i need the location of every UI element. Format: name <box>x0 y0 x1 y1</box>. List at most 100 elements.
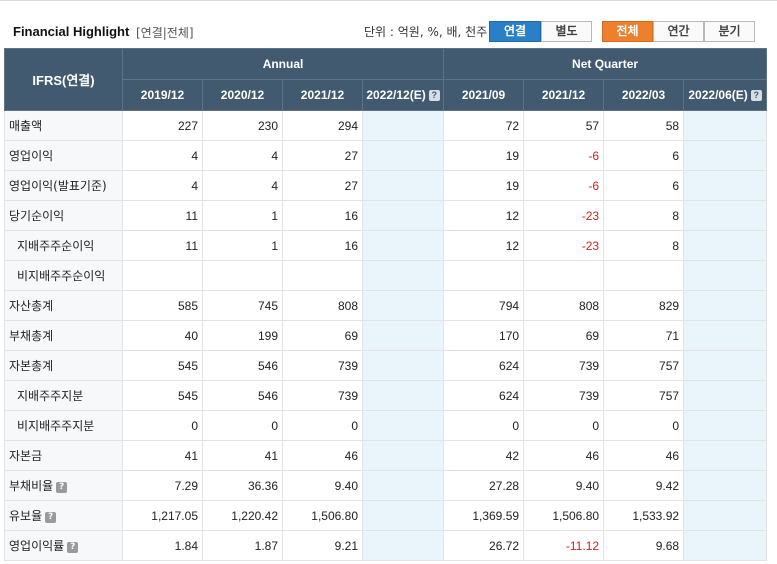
table-cell: 545 <box>122 350 203 381</box>
table-cell: 26.72 <box>443 530 525 561</box>
table-cell: 69 <box>282 320 363 351</box>
table-cell: 794 <box>443 290 525 321</box>
table-cell: 294 <box>282 110 363 141</box>
row-label-text: 지배주주순이익 <box>17 239 95 253</box>
table-cell: 745 <box>202 290 283 321</box>
row-label-text: 영업이익(발표기준) <box>9 179 107 193</box>
table-cell <box>443 260 525 291</box>
table-cell <box>361 410 445 441</box>
table-cell: 16 <box>282 200 363 231</box>
row-label-text: 부채총계 <box>9 329 54 343</box>
table-cell: 9.21 <box>282 530 363 561</box>
help-icon[interactable]: ? <box>67 542 79 553</box>
table-cell: 546 <box>202 350 283 381</box>
table-cell: 4 <box>202 140 283 171</box>
row-label: 비지배주주순이익 <box>4 260 123 291</box>
table-cell: 69 <box>523 320 605 351</box>
row-label-text: 비지배주주지분 <box>17 419 95 433</box>
row-label: 유보율? <box>4 500 123 531</box>
column-header: 2019/12 <box>122 79 203 111</box>
table-cell <box>683 170 768 201</box>
table-row: 유보율? 1,217.05 1,220.42 1,506.80 1,369.59 1,50… <box>4 500 768 531</box>
table-cell <box>683 440 768 471</box>
column-header: 2021/12 <box>523 79 605 111</box>
row-label-text: 당기순이익 <box>9 209 65 223</box>
table-cell <box>361 260 445 291</box>
help-icon[interactable]: ? <box>45 512 57 523</box>
table-row: 매출액 227 230 294 72 57 58 <box>4 110 768 141</box>
table-cell: 11 <box>122 230 203 261</box>
table-cell <box>683 110 768 141</box>
row-label: 영업이익률? <box>4 530 123 561</box>
table-cell <box>282 260 363 291</box>
table-cell: 42 <box>443 440 525 471</box>
row-label-text: 자본총계 <box>9 359 54 373</box>
table-cell <box>683 500 768 531</box>
row-label: 지배주주순이익 <box>4 230 123 261</box>
row-label-text: 부채비율 <box>9 479 54 493</box>
column-header-label: 2022/12(E) <box>366 88 426 102</box>
help-icon[interactable]: ? <box>750 90 762 101</box>
period-all-button[interactable]: 전체 <box>602 21 653 42</box>
table-cell: 757 <box>603 380 685 411</box>
table-cell <box>361 380 445 411</box>
table-row: 지배주주순이익 11 1 16 12 -23 8 <box>4 230 768 261</box>
table-cell: 6 <box>603 140 685 171</box>
row-label-text: 유보율 <box>9 509 43 523</box>
table-row: 자본금 41 41 46 42 46 46 <box>4 440 768 471</box>
table-cell: 757 <box>603 350 685 381</box>
table-cell: 7.29 <box>122 470 203 501</box>
table-cell <box>683 260 768 291</box>
table-cell: 46 <box>282 440 363 471</box>
financial-highlight-header: Financial Highlight [연결|전체] 단위 : 억원, %, … <box>0 0 777 46</box>
row-label-text: 지배주주지분 <box>17 389 84 403</box>
separate-button[interactable]: 별도 <box>541 21 592 42</box>
help-icon[interactable]: ? <box>56 482 68 493</box>
table-cell: 624 <box>443 350 525 381</box>
table-cell <box>361 140 445 171</box>
table-row: 영업이익률? 1.84 1.87 9.21 26.72 -11.12 9.68 <box>4 530 768 561</box>
ifrs-header: IFRS(연결) <box>4 48 123 111</box>
table-cell: -6 <box>523 140 605 171</box>
table-cell: 9.40 <box>282 470 363 501</box>
table-cell: 170 <box>443 320 525 351</box>
table-cell: 1,220.42 <box>202 500 283 531</box>
table-cell: 9.40 <box>523 470 605 501</box>
period-quarter-button[interactable]: 분기 <box>704 21 755 42</box>
table-row: 자산총계 585 745 808 794 808 829 <box>4 290 768 321</box>
table-cell: -11.12 <box>523 530 605 561</box>
table-cell: 11 <box>122 200 203 231</box>
column-header: 2021/09 <box>443 79 525 111</box>
table-cell <box>122 260 203 291</box>
table-cell: 9.42 <box>603 470 685 501</box>
table-cell: 808 <box>282 290 363 321</box>
table-row: 당기순이익 11 1 16 12 -23 8 <box>4 200 768 231</box>
table-cell: 739 <box>523 350 605 381</box>
table-cell: 4 <box>122 140 203 171</box>
table-cell <box>361 170 445 201</box>
table-cell: 12 <box>443 200 525 231</box>
table-cell: 8 <box>603 230 685 261</box>
table-cell: 19 <box>443 140 525 171</box>
row-label: 매출액 <box>4 110 123 141</box>
row-label-text: 자산총계 <box>9 299 54 313</box>
table-cell: 227 <box>122 110 203 141</box>
table-cell: 546 <box>202 380 283 411</box>
row-label: 영업이익 <box>4 140 123 171</box>
table-cell <box>683 140 768 171</box>
table-cell: 8 <box>603 200 685 231</box>
table-cell: 58 <box>603 110 685 141</box>
table-cell: 1,217.05 <box>122 500 203 531</box>
table-cell: 1.87 <box>202 530 283 561</box>
table-cell: 624 <box>443 380 525 411</box>
column-header-label: 2019/12 <box>140 88 185 102</box>
table-cell: 72 <box>443 110 525 141</box>
consolidated-button[interactable]: 연결 <box>489 21 541 42</box>
table-cell: 27 <box>282 140 363 171</box>
period-annual-button[interactable]: 연간 <box>653 21 704 42</box>
table-cell: 0 <box>443 410 525 441</box>
financial-highlight-table: IFRS(연결) Annual Net Quarter 2019/12 2020/… <box>4 48 768 561</box>
help-icon[interactable]: ? <box>428 90 440 101</box>
row-label-text: 영업이익 <box>9 149 54 163</box>
table-cell <box>683 530 768 561</box>
